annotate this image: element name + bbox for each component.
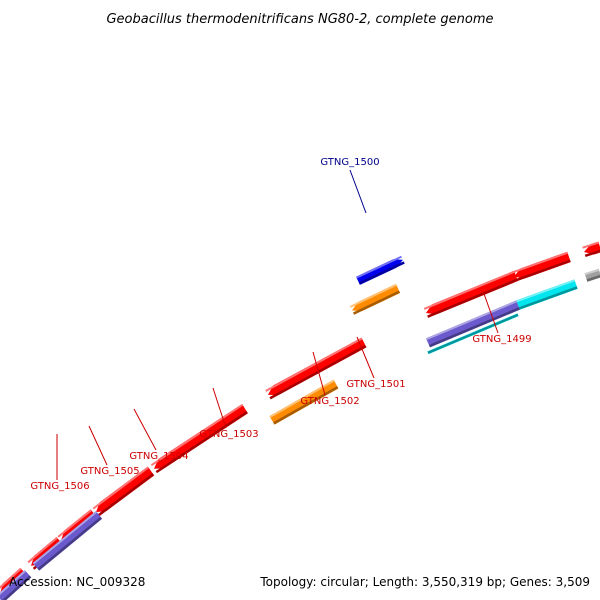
label-leader	[312, 351, 326, 396]
label-leaders	[56, 169, 499, 480]
gene-label: GTNG_1505	[80, 466, 139, 477]
label-leader	[482, 290, 499, 334]
label-leader	[212, 387, 227, 429]
gene-label: GTNG_1504	[129, 451, 188, 462]
gene-feature	[269, 379, 339, 425]
gene-feature	[512, 251, 571, 282]
gene-labels: GTNG_1500 GTNG_1499 GTNG_1501 GTNG_1502 GTNG…	[30, 157, 531, 492]
gene-feature	[516, 279, 578, 310]
gene-feature	[92, 466, 155, 517]
gene-feature	[32, 510, 103, 571]
label-leader	[133, 408, 157, 451]
label-leader	[356, 336, 375, 379]
gene-feature	[423, 270, 518, 318]
gene-label: GTNG_1501	[346, 379, 405, 390]
accession-text: Accession: NC_009328	[9, 575, 145, 589]
topology-summary: Topology: circular; Length: 3,550,319 bp…	[259, 575, 590, 589]
gene-label: GTNG_1506	[30, 481, 89, 492]
gene-label: GTNG_1499	[472, 334, 531, 345]
gene-feature	[0, 570, 32, 600]
label-leader	[349, 169, 367, 214]
gene-feature	[427, 313, 519, 355]
gene-feature	[349, 283, 401, 315]
gene-feature	[356, 255, 405, 285]
gene-features	[0, 241, 600, 600]
label-leader	[88, 425, 108, 466]
map-title: Geobacillus thermodenitrificans NG80-2, …	[106, 12, 493, 27]
gene-feature	[582, 241, 600, 257]
gene-feature	[425, 300, 520, 348]
gene-label: GTNG_1503	[199, 429, 258, 440]
gene-feature	[584, 268, 600, 282]
gene-feature	[150, 403, 248, 474]
gene-label: GTNG_1500	[320, 157, 379, 168]
gene-label: GTNG_1502	[300, 396, 359, 407]
